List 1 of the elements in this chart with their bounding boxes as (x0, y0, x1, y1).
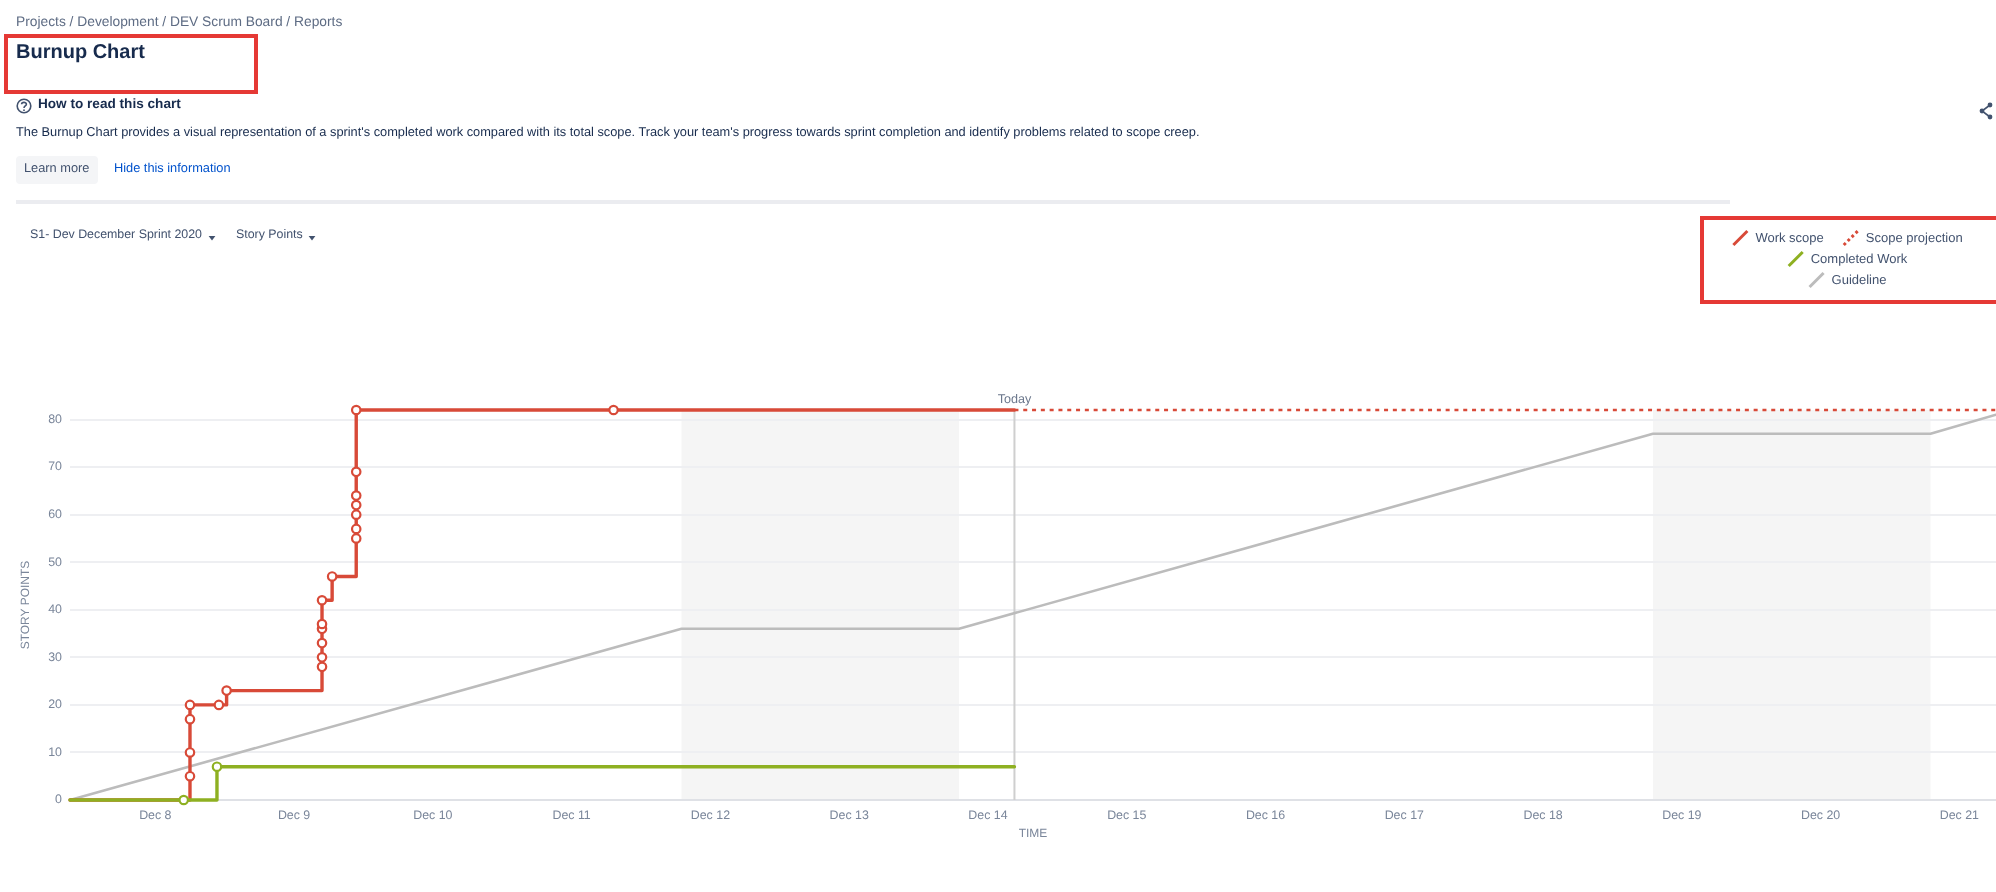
chart-title: Burnup Chart (16, 42, 145, 64)
